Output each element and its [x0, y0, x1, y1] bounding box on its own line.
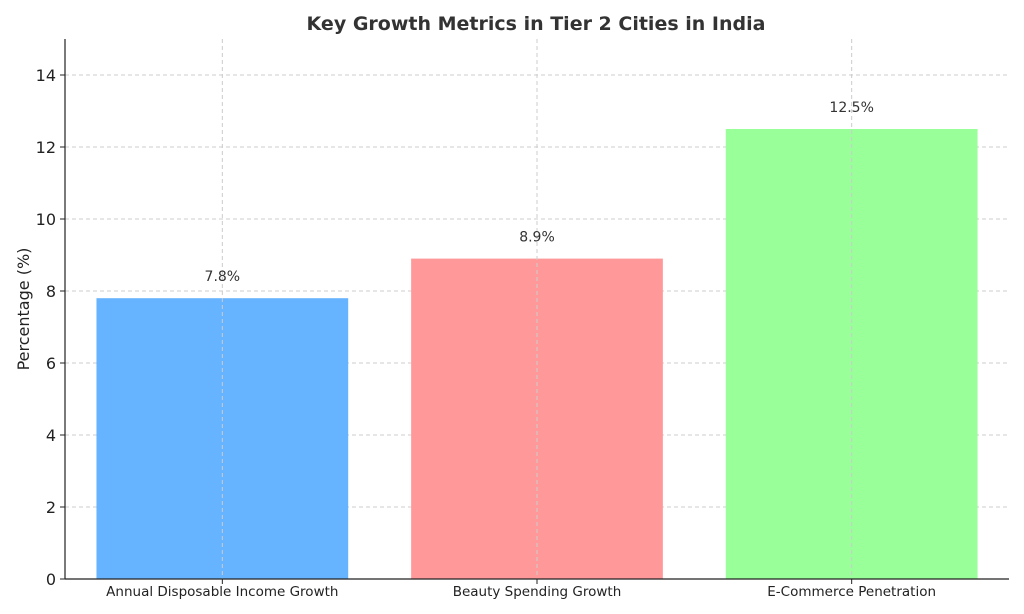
y-tick-label: 14	[36, 66, 56, 85]
y-tick-label: 2	[46, 498, 56, 517]
y-axis-label: Percentage (%)	[14, 248, 33, 371]
x-tick-label: E-Commerce Penetration	[767, 584, 936, 600]
x-tick-labels: Annual Disposable Income Growth Beauty Sp…	[106, 579, 936, 600]
data-labels: 7.8% 8.9% 12.5%	[205, 100, 874, 285]
data-label: 8.9%	[519, 230, 555, 246]
vertical-grid-lines	[221, 39, 853, 579]
x-tick-label: Beauty Spending Growth	[453, 584, 622, 600]
y-tick-label: 0	[46, 570, 56, 589]
y-tick-label: 8	[46, 282, 56, 301]
data-label: 7.8%	[205, 269, 241, 285]
y-tick-labels: 0 2 4 6 8 10 12 14	[36, 66, 65, 589]
x-tick-label: Annual Disposable Income Growth	[106, 584, 338, 600]
y-tick-label: 4	[46, 426, 56, 445]
y-tick-label: 6	[46, 354, 56, 373]
data-label: 12.5%	[829, 100, 873, 116]
y-tick-label: 12	[36, 138, 56, 157]
chart-title: Key Growth Metrics in Tier 2 Cities in I…	[307, 13, 766, 35]
y-tick-label: 10	[36, 210, 56, 229]
